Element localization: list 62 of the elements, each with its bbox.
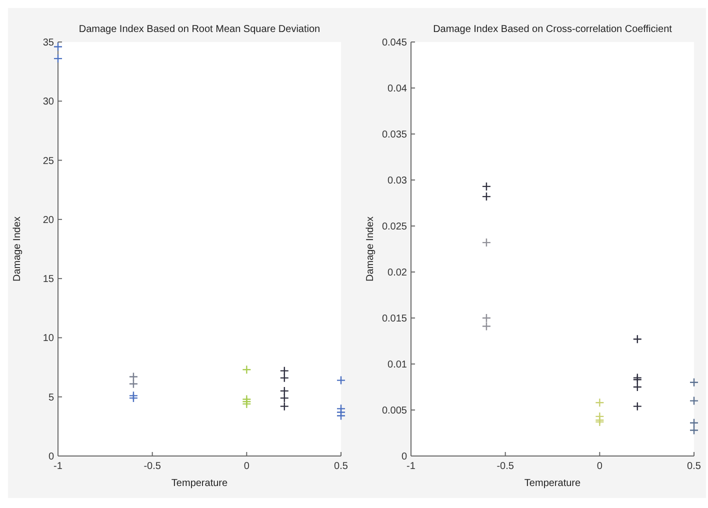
point: [336, 376, 346, 385]
point: [53, 42, 63, 52]
point: [482, 322, 492, 331]
point: [632, 382, 642, 392]
point: [632, 373, 642, 382]
y-tick-label: 0.04: [388, 84, 408, 94]
point: [482, 192, 492, 202]
x-tick-label: 0.5: [334, 461, 348, 472]
y-tick-label: 0.03: [388, 176, 408, 186]
y-tick-label: 25: [42, 156, 54, 167]
point: [632, 402, 642, 411]
point: [128, 379, 138, 388]
y-tick-label: 35: [42, 38, 54, 48]
point: [632, 334, 642, 344]
point: [595, 417, 604, 427]
point: [482, 313, 492, 323]
x-tick-label: -1: [406, 461, 416, 472]
x-tick-label: 0: [244, 461, 250, 472]
y-tick-label: 0.02: [388, 268, 408, 278]
x-tick-label: -0.5: [144, 461, 162, 472]
point: [336, 411, 346, 420]
point: [280, 402, 289, 411]
x-axis-title: Temperature: [524, 478, 582, 489]
point: [689, 418, 699, 428]
x-tick-label: -0.5: [496, 461, 514, 472]
y-tick-label: 0.025: [382, 222, 408, 232]
point: [242, 365, 252, 374]
y-tick-label: 0: [401, 452, 408, 462]
y-axis-title: Damage Index: [12, 216, 23, 282]
point: [128, 393, 138, 403]
chart-title: Damage Index Based on Root Mean Square Deviation: [78, 24, 320, 35]
x-axis-title: Temperature: [171, 478, 228, 489]
point: [482, 238, 492, 248]
point: [689, 426, 699, 435]
x-tick-label: -1: [54, 461, 63, 472]
point: [280, 373, 289, 383]
point: [53, 54, 63, 64]
y-tick-label: 20: [42, 214, 54, 226]
point: [482, 182, 492, 192]
y-axis-title: Damage Index: [365, 216, 376, 282]
point: [632, 375, 642, 384]
point: [689, 378, 699, 387]
chart-title: Damage Index Based on Cross-correlation Coefficient: [433, 24, 672, 35]
y-tick-label: 0: [48, 452, 54, 462]
y-tick-label: 15: [42, 274, 54, 286]
y-tick-label: 0.015: [382, 314, 408, 324]
point: [595, 398, 604, 408]
x-tick-label: 0: [596, 461, 603, 472]
y-tick-label: 0.045: [382, 38, 408, 48]
y-tick-label: 0.01: [388, 360, 408, 370]
y-tick-label: 30: [42, 96, 54, 108]
y-tick-label: 10: [42, 333, 54, 344]
point: [689, 396, 699, 406]
x-tick-label: 0.5: [687, 461, 702, 472]
y-tick-label: 5: [48, 392, 54, 404]
point: [280, 386, 289, 396]
y-tick-label: 0.005: [382, 406, 408, 416]
point: [128, 372, 138, 382]
y-tick-label: 0.035: [382, 130, 408, 140]
point: [280, 366, 289, 376]
point: [242, 399, 252, 409]
point: [280, 393, 289, 403]
